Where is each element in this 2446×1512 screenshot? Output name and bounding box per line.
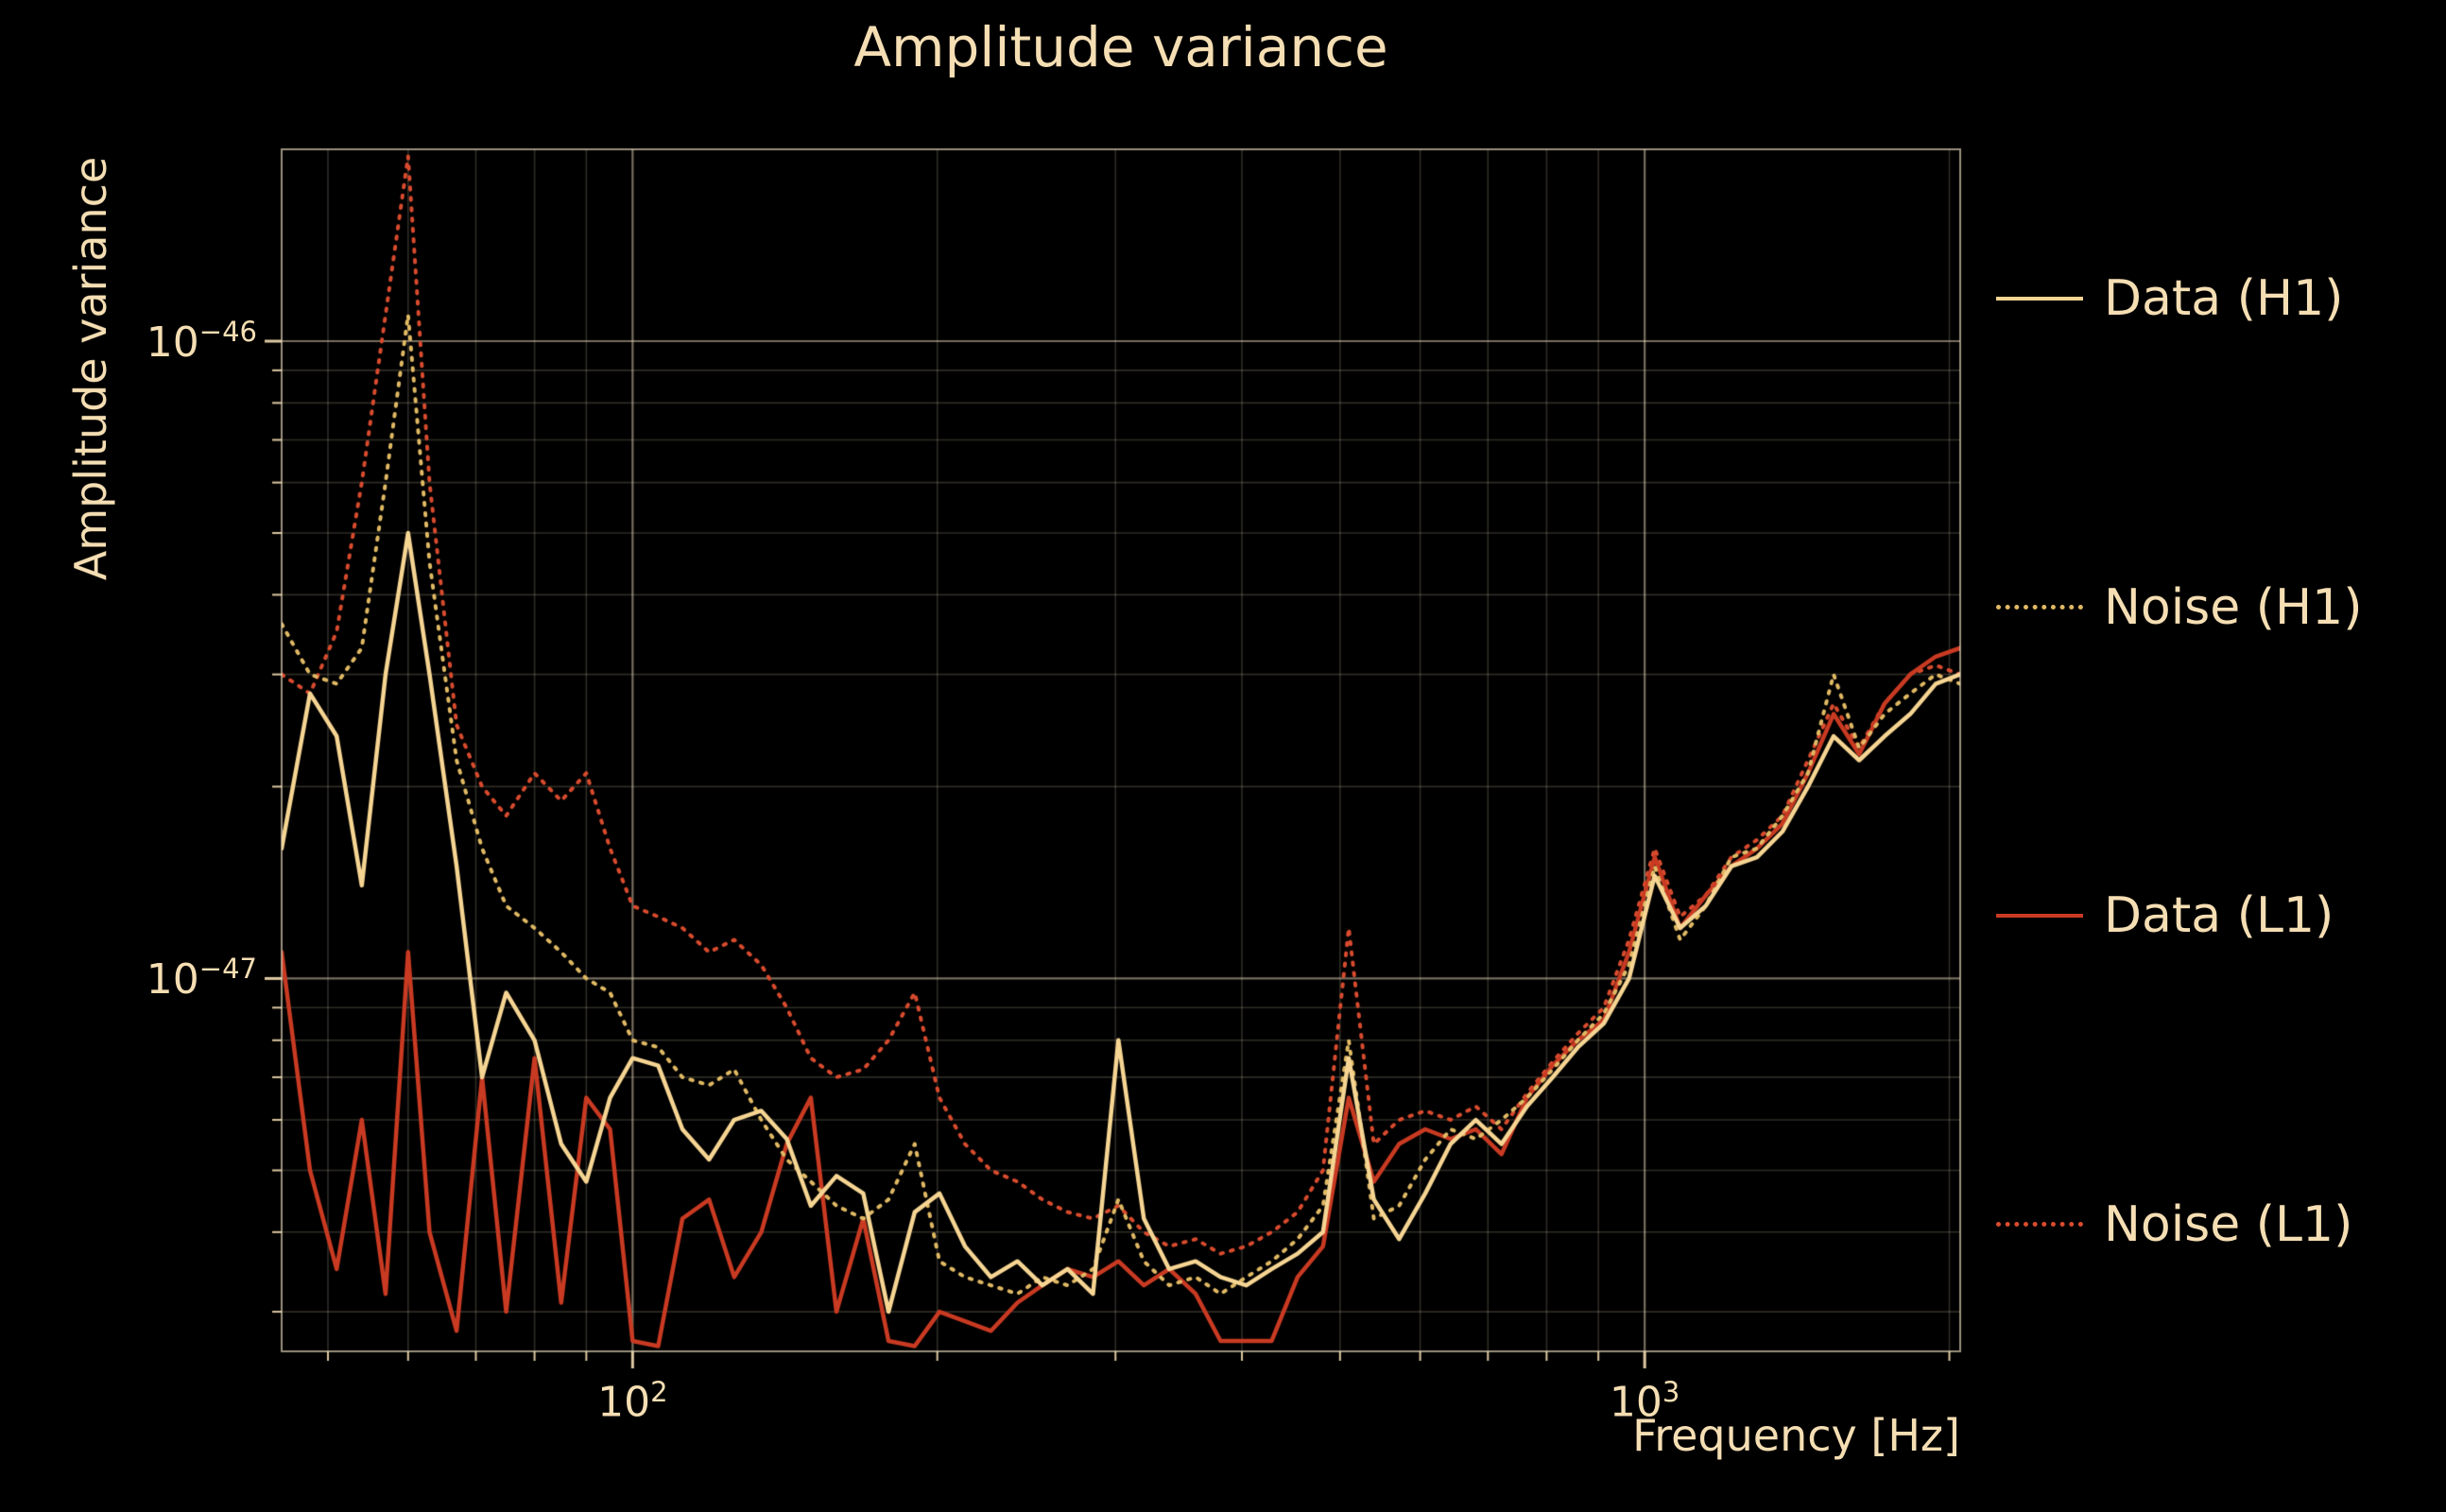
- legend: Data (H1) Noise (H1) Data (L1) Noise (L1…: [1996, 270, 2363, 1253]
- legend-label-noise-l1: Noise (L1): [2104, 1195, 2353, 1253]
- legend-entry-noise-l1: Noise (L1): [1996, 1196, 2363, 1253]
- x-tick-label: 103: [1609, 1376, 1680, 1427]
- legend-line-sample-data-h1: [1996, 297, 2083, 301]
- y-tick-label: 10−46: [146, 316, 257, 367]
- chart-title: Amplitude variance: [853, 15, 1388, 79]
- legend-label-data-h1: Data (H1): [2104, 270, 2344, 327]
- x-tick-label: 102: [597, 1376, 668, 1427]
- x-axis-label: Frequency [Hz]: [1632, 1410, 1960, 1461]
- legend-entry-data-h1: Data (H1): [1996, 270, 2363, 327]
- legend-line-sample-noise-l1: [1996, 1222, 2083, 1228]
- legend-label-noise-h1: Noise (H1): [2104, 578, 2363, 636]
- legend-line-sample-data-l1: [1996, 914, 2083, 919]
- legend-entry-data-l1: Data (L1): [1996, 887, 2363, 944]
- y-axis-label: Amplitude variance: [65, 156, 116, 581]
- y-tick-label: 10−47: [146, 953, 257, 1005]
- legend-label-data-l1: Data (L1): [2104, 887, 2334, 945]
- legend-line-sample-noise-h1: [1996, 605, 2083, 610]
- legend-entry-noise-h1: Noise (H1): [1996, 579, 2363, 636]
